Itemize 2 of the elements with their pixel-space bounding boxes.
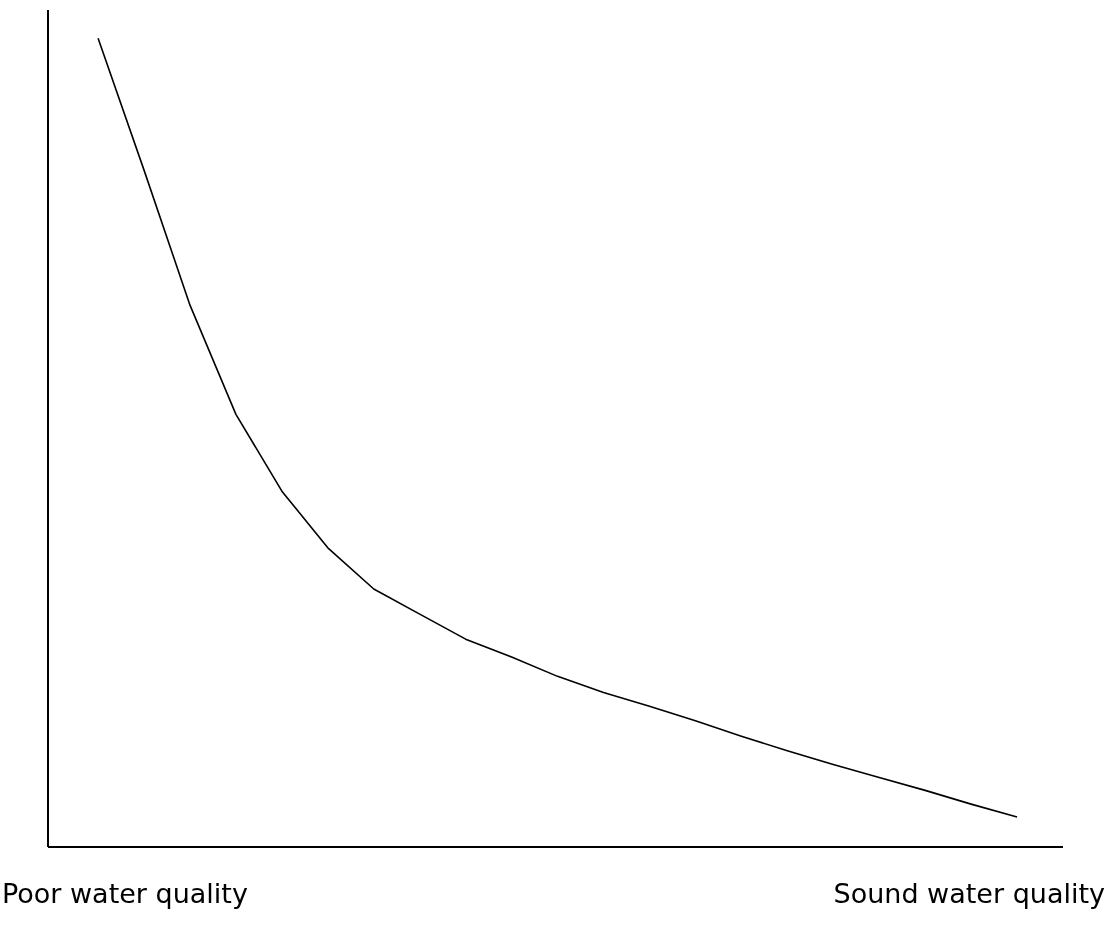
text: Poor water quality [2, 878, 248, 909]
text: Sound water quality [833, 878, 1105, 909]
